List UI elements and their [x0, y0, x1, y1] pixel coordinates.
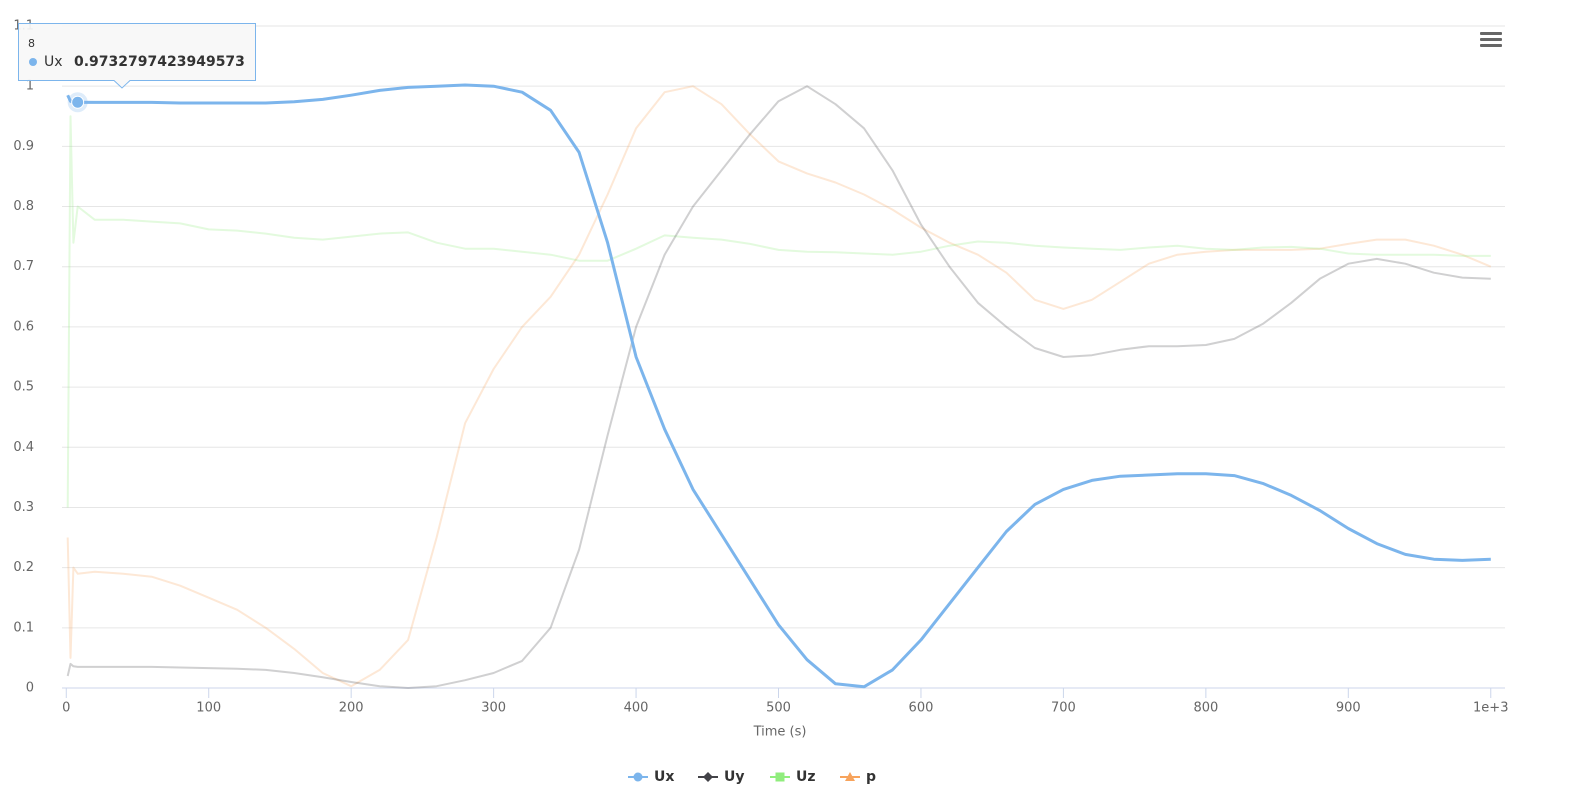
series-line [66, 115, 1491, 508]
y-tick-label: 0.3 [13, 500, 34, 515]
x-tick-label: 200 [339, 701, 364, 716]
legend-label: Uy [724, 769, 745, 785]
tooltip-series: Ux [44, 54, 63, 70]
x-tick-label: 500 [766, 701, 791, 716]
x-tick-label: 400 [624, 701, 649, 716]
legend-item[interactable]: Uy [698, 769, 745, 785]
legend-marker [703, 772, 713, 782]
x-tick-label: 600 [909, 701, 934, 716]
y-tick-label: 0.5 [13, 380, 34, 395]
hover-point [71, 95, 85, 109]
tooltip-x: 8 [28, 37, 35, 50]
y-tick-label: 0.7 [13, 259, 34, 274]
x-tick-label: 700 [1051, 701, 1076, 716]
tooltip-value: 0.9732797423949573 [74, 54, 245, 70]
legend-marker [633, 772, 643, 782]
x-tick-label: 0 [62, 701, 70, 716]
series-line [66, 83, 1491, 689]
legend-label: Ux [654, 769, 674, 785]
tooltip-marker [29, 58, 37, 66]
series-line [66, 85, 1492, 688]
y-tick-label: 0.4 [13, 440, 34, 455]
tooltip-text: Ux 0.9732797423949573 [44, 54, 245, 70]
x-tick-label: 800 [1193, 701, 1218, 716]
menu-button[interactable] [1480, 32, 1502, 47]
legend-item[interactable]: Ux [628, 769, 674, 785]
y-tick-label: 0.8 [13, 199, 34, 214]
legend-label: Uz [796, 769, 816, 785]
y-tick-label: 0.1 [13, 620, 34, 635]
x-tick-label: 300 [481, 701, 506, 716]
x-tick-label: 900 [1336, 701, 1361, 716]
tooltip-box [18, 23, 256, 89]
legend-item[interactable]: p [840, 769, 876, 785]
y-tick-label: 1 [26, 79, 34, 94]
legend-marker [845, 772, 855, 781]
y-tick-label: 0.2 [13, 560, 34, 575]
y-tick-label: 0 [26, 681, 34, 696]
legend-label: p [866, 769, 876, 785]
legend-item[interactable]: Uz [770, 769, 816, 785]
x-tick-label: 1e+3 [1473, 701, 1508, 716]
series-line [66, 85, 1491, 689]
x-tick-label: 100 [196, 701, 221, 716]
y-tick-label: 0.9 [13, 139, 34, 154]
tooltip: 8 Ux 0.9732797423949573 [18, 23, 256, 89]
y-tick-label: 0.6 [13, 319, 34, 334]
legend-marker [775, 772, 785, 782]
x-axis-title: Time (s) [753, 725, 807, 740]
